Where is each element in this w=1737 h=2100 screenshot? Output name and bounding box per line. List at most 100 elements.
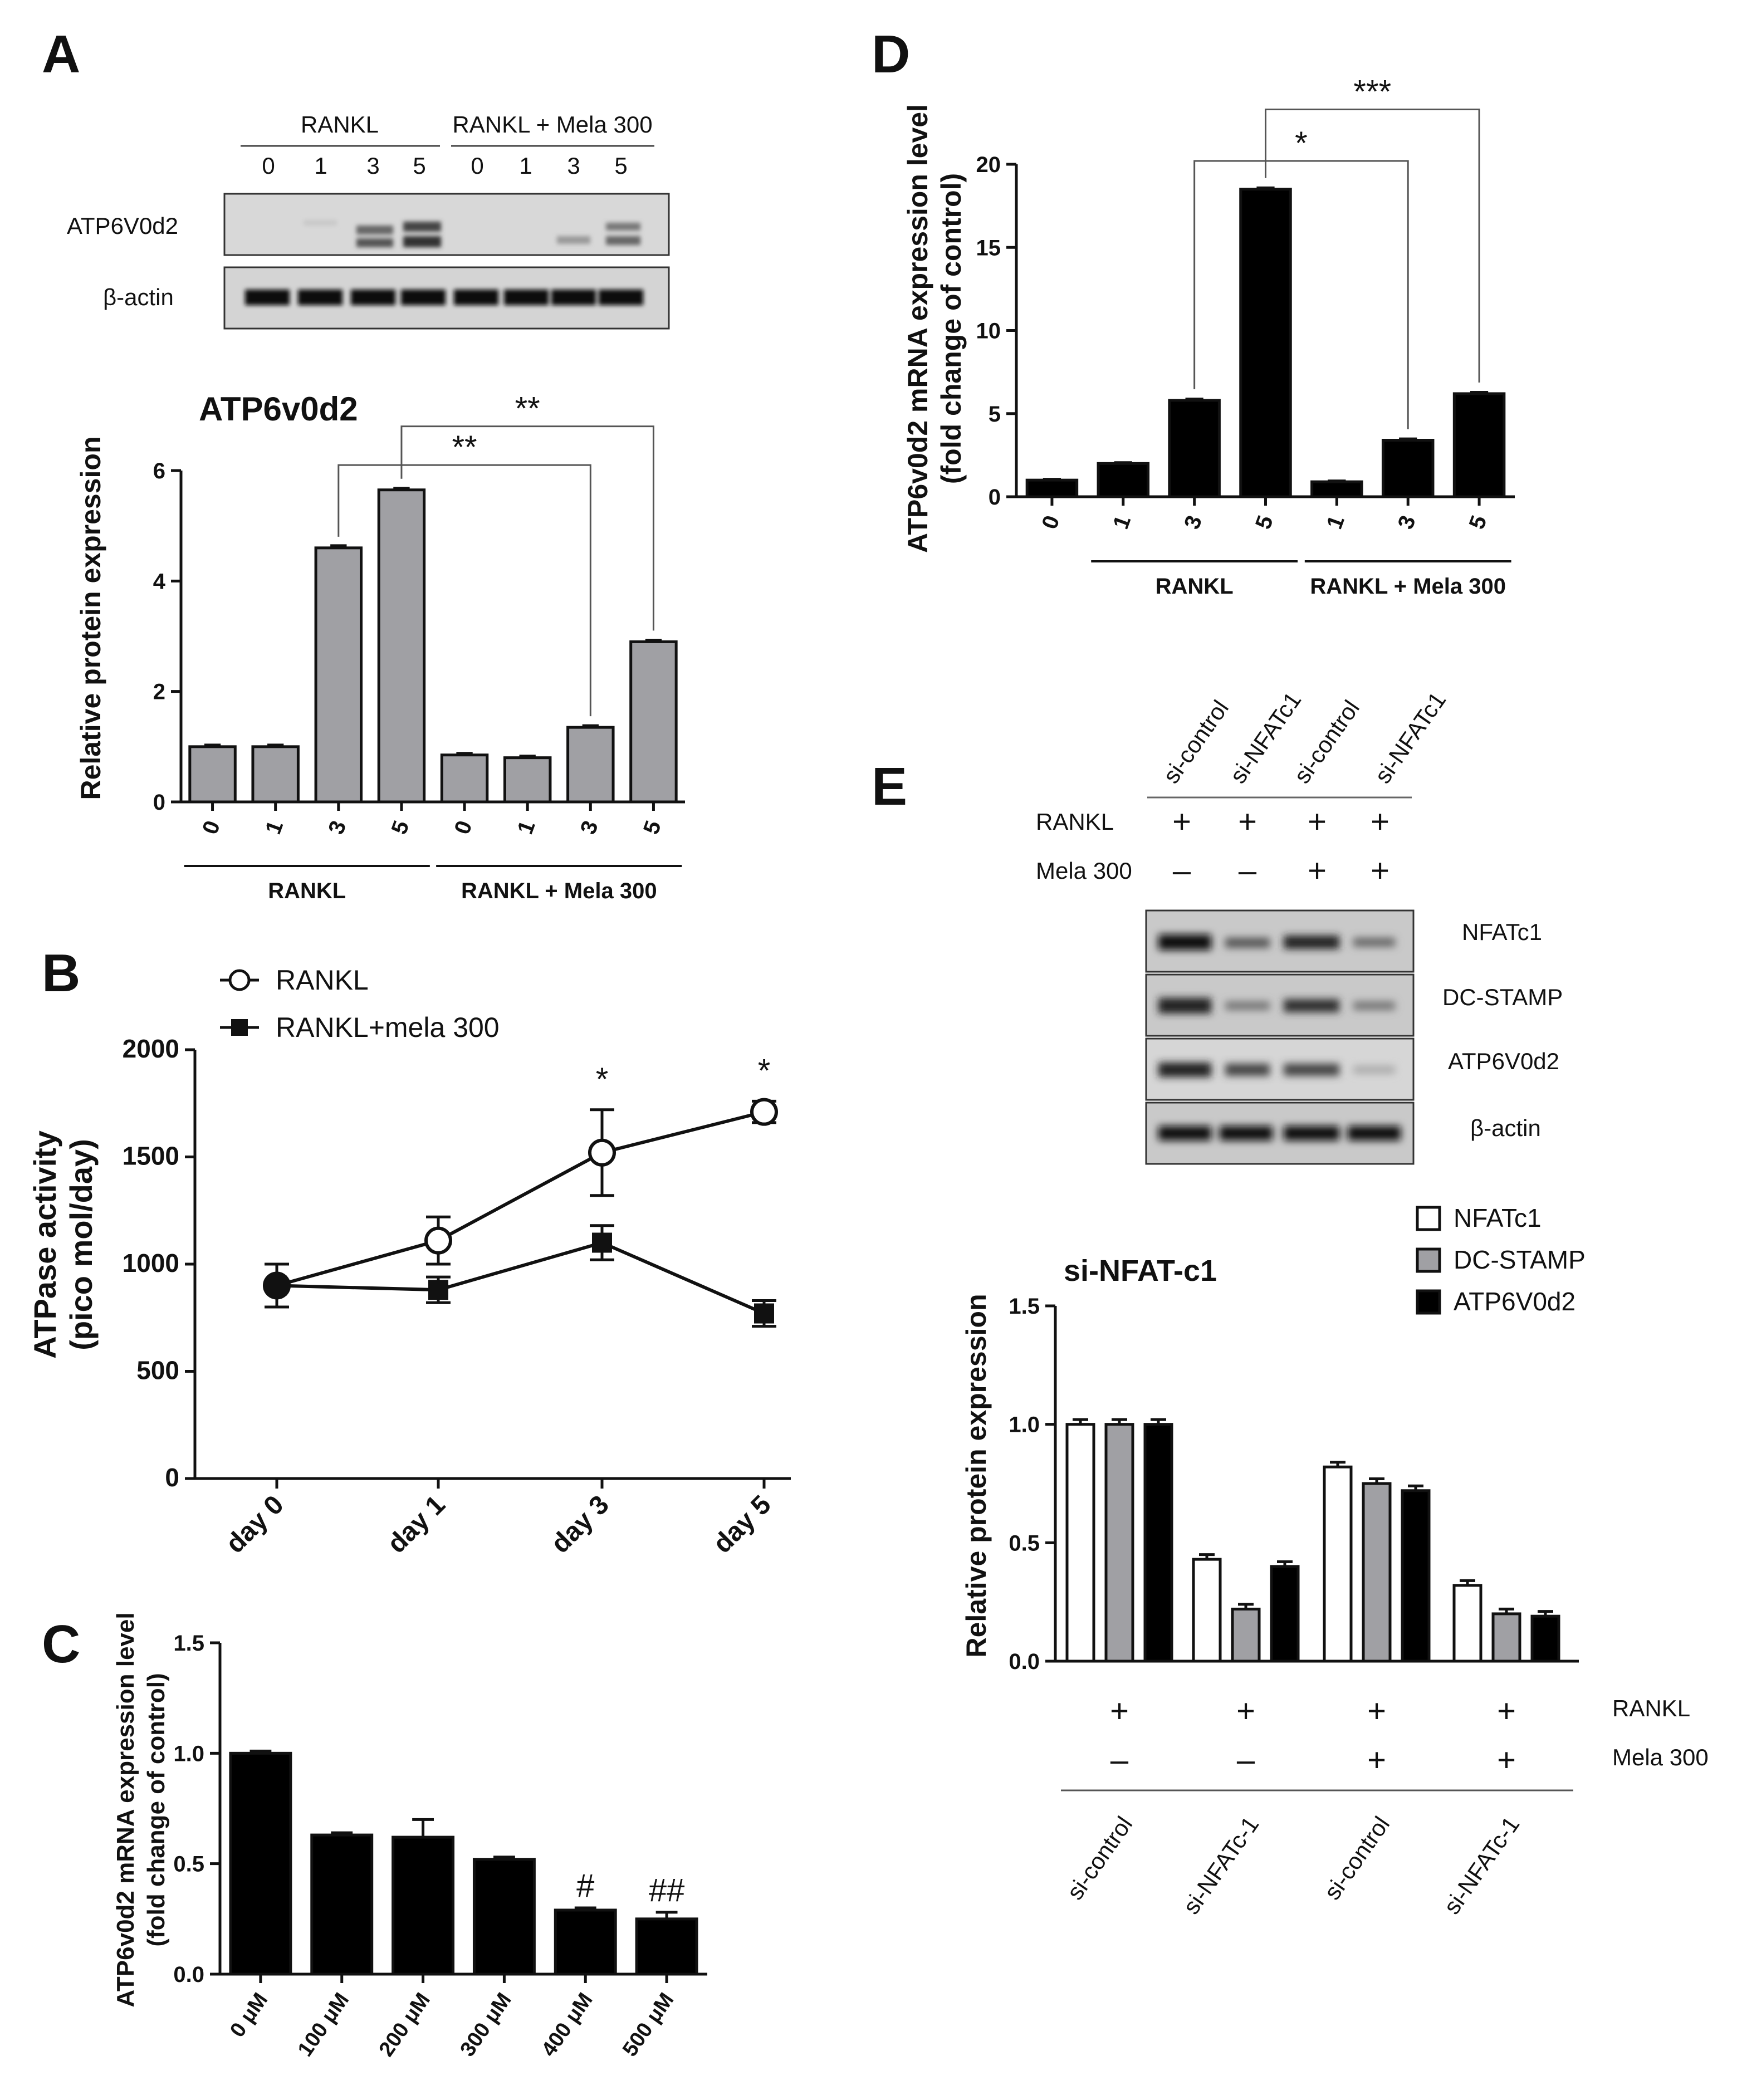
chart-e-bar-dc-stamp	[1362, 1482, 1392, 1663]
chart-e-treatment-label: RANKL	[1612, 1695, 1690, 1721]
chart-b-point-overlap	[263, 1272, 290, 1299]
chart-d-bar	[1452, 392, 1506, 498]
chart-d-x-tick-label: 0	[1037, 512, 1064, 532]
blot-e-row-label: DC-STAMP	[1442, 984, 1563, 1010]
chart-e-x-tick-label: si-NFATc-1	[1438, 1812, 1524, 1919]
chart-b-point-rankl	[750, 1098, 778, 1126]
blot-a-lane-label: 5	[614, 153, 627, 179]
chart-d-significance-label: *	[1295, 125, 1308, 161]
chart-b-point-mela	[592, 1232, 612, 1253]
chart-d-ylabel: ATP6v0d2 mRNA expression level	[902, 104, 933, 553]
panel-e-blot: si-control si-NFATc1 si-control si-NFATc…	[1036, 687, 1563, 1165]
chart-e-bar-nfatc1	[1452, 1584, 1482, 1663]
chart-d-bar	[1097, 462, 1150, 498]
blot-a-lane-label: 5	[413, 153, 425, 179]
blot-a-row-actin: β-actin	[103, 284, 174, 310]
panel-b-chart: ATPase activity (pico mol/day) RANKL RAN…	[27, 965, 791, 1559]
chart-c-x-tick-label: 300 μM	[456, 1989, 516, 2061]
chart-c-bar	[472, 1858, 536, 1976]
chart-b-y-tick-label: 500	[136, 1356, 179, 1385]
chart-e-ylabel: Relative protein expression	[961, 1294, 992, 1657]
chart-d-significance-bracket	[1193, 160, 1409, 429]
chart-a-significance-bracket	[400, 425, 654, 631]
chart-b-ylabel2: (pico mol/day)	[63, 1139, 99, 1350]
chart-e-x-tick-label: si-control	[1061, 1812, 1137, 1905]
blot-e-lane-label: si-control	[1158, 696, 1234, 789]
blot-a-row-atp6v0d2: ATP6V0d2	[67, 213, 178, 239]
legend-label-nfatc1: NFATc1	[1454, 1203, 1542, 1232]
chart-e-bar-dc-stamp	[1104, 1423, 1134, 1663]
chart-c-y-tick-label: 0.0	[173, 1962, 204, 1987]
chart-e-bar-nfatc1	[1323, 1465, 1353, 1663]
chart-e-treatment-sign: +	[1497, 1693, 1516, 1729]
chart-a-x-tick-label: 5	[386, 818, 414, 838]
blot-e-row-label: NFATc1	[1462, 919, 1542, 945]
chart-e-bar-atp6v0d2	[1143, 1423, 1173, 1663]
chart-e-bar-dc-stamp	[1231, 1607, 1261, 1663]
panel-e-chart: si-NFAT-c1 Relative protein expression N…	[961, 1203, 1709, 1919]
chart-d-bar	[1025, 478, 1079, 498]
chart-d-x-tick-label: 5	[1251, 512, 1278, 532]
chart-b-x-tick-label: day 3	[546, 1490, 615, 1559]
chart-a-y-tick-label: 6	[153, 459, 165, 483]
panel-a-blot: RANKL RANKL + Mela 300 0 1 3 5 0 1 3 5 A…	[67, 111, 670, 330]
chart-d-y-tick-label: 15	[976, 236, 1001, 260]
chart-b-point-rankl	[424, 1226, 452, 1255]
chart-c-x-tick-label: 100 μM	[293, 1989, 354, 2061]
blot-e-sign: +	[1308, 853, 1327, 889]
chart-b-series-line	[276, 1241, 765, 1315]
blot-e-sign: +	[1172, 804, 1191, 840]
blot-a-bands-actin	[245, 290, 643, 305]
blot-a-lane-label: 0	[471, 153, 483, 179]
chart-a-x-tick-label: 1	[261, 818, 288, 838]
chart-d-bar	[1310, 480, 1363, 498]
chart-e-title: si-NFAT-c1	[1064, 1254, 1217, 1288]
chart-e-treatment-sign: +	[1367, 1742, 1386, 1778]
chart-a-bar	[251, 745, 300, 804]
chart-c-bar	[310, 1833, 374, 1976]
chart-a-bar	[440, 753, 489, 804]
chart-d-x-tick-label: 3	[1393, 512, 1421, 532]
chart-c-y-tick-label: 0.5	[173, 1852, 204, 1877]
chart-a-ylabel: Relative protein expression	[75, 436, 106, 800]
panel-c-chart: ATP6v0d2 mRNA expression level (fold cha…	[112, 1612, 707, 2061]
blot-e-sign: +	[1238, 804, 1257, 840]
chart-b-x-tick-label: day 0	[221, 1490, 290, 1559]
chart-b-series-line	[276, 1110, 765, 1288]
chart-a-x-tick-label: 3	[576, 818, 603, 838]
blot-a-lane-label: 0	[262, 153, 275, 179]
legend-marker-mela	[231, 1019, 248, 1036]
chart-b-legend: RANKL RANKL+mela 300	[220, 965, 500, 1043]
chart-e-treatment-label: Mela 300	[1612, 1744, 1709, 1770]
chart-d-y-tick-label: 0	[989, 485, 1001, 510]
panel-b-label: B	[42, 943, 80, 1003]
blot-e-sign: +	[1308, 804, 1327, 840]
chart-d-x-tick-label: 5	[1465, 512, 1492, 532]
panel-a-label: A	[42, 25, 80, 84]
chart-a-significance-bracket	[337, 464, 591, 717]
chart-e-bar-atp6v0d2	[1270, 1565, 1300, 1663]
chart-d-y-tick-label: 20	[976, 153, 1001, 177]
legend-label-dcstamp: DC-STAMP	[1454, 1245, 1586, 1274]
chart-d-group-label: RANKL	[1156, 574, 1234, 599]
panel-a-chart: ATP6v0d2 Relative protein expression 0 2 4…	[75, 390, 685, 903]
legend-swatch-atp6v0d2	[1416, 1289, 1441, 1315]
chart-a-x-tick-label: 1	[513, 818, 540, 838]
legend-marker-rankl	[228, 969, 251, 991]
chart-d-bar	[1381, 439, 1435, 498]
chart-e-bar-nfatc1	[1192, 1558, 1222, 1663]
chart-e-y-tick-label: 0.5	[1009, 1531, 1040, 1555]
chart-b-x-tick-label: day 1	[382, 1490, 451, 1559]
chart-b-y-tick-label: 1500	[123, 1142, 179, 1171]
blot-a-lane-label: 1	[519, 153, 532, 179]
chart-a-bar	[566, 726, 615, 804]
chart-b-point-rankl	[588, 1138, 616, 1167]
chart-e-bar-atp6v0d2	[1401, 1489, 1431, 1663]
chart-e-treatment-sign: –	[1110, 1742, 1129, 1778]
chart-a-y-tick-label: 0	[153, 790, 165, 815]
chart-b-annotation: *	[596, 1061, 609, 1098]
chart-d-bar	[1168, 399, 1221, 498]
chart-c-x-tick-label: 0 μM	[226, 1989, 272, 2042]
chart-e-treatment-sign: +	[1236, 1693, 1255, 1729]
